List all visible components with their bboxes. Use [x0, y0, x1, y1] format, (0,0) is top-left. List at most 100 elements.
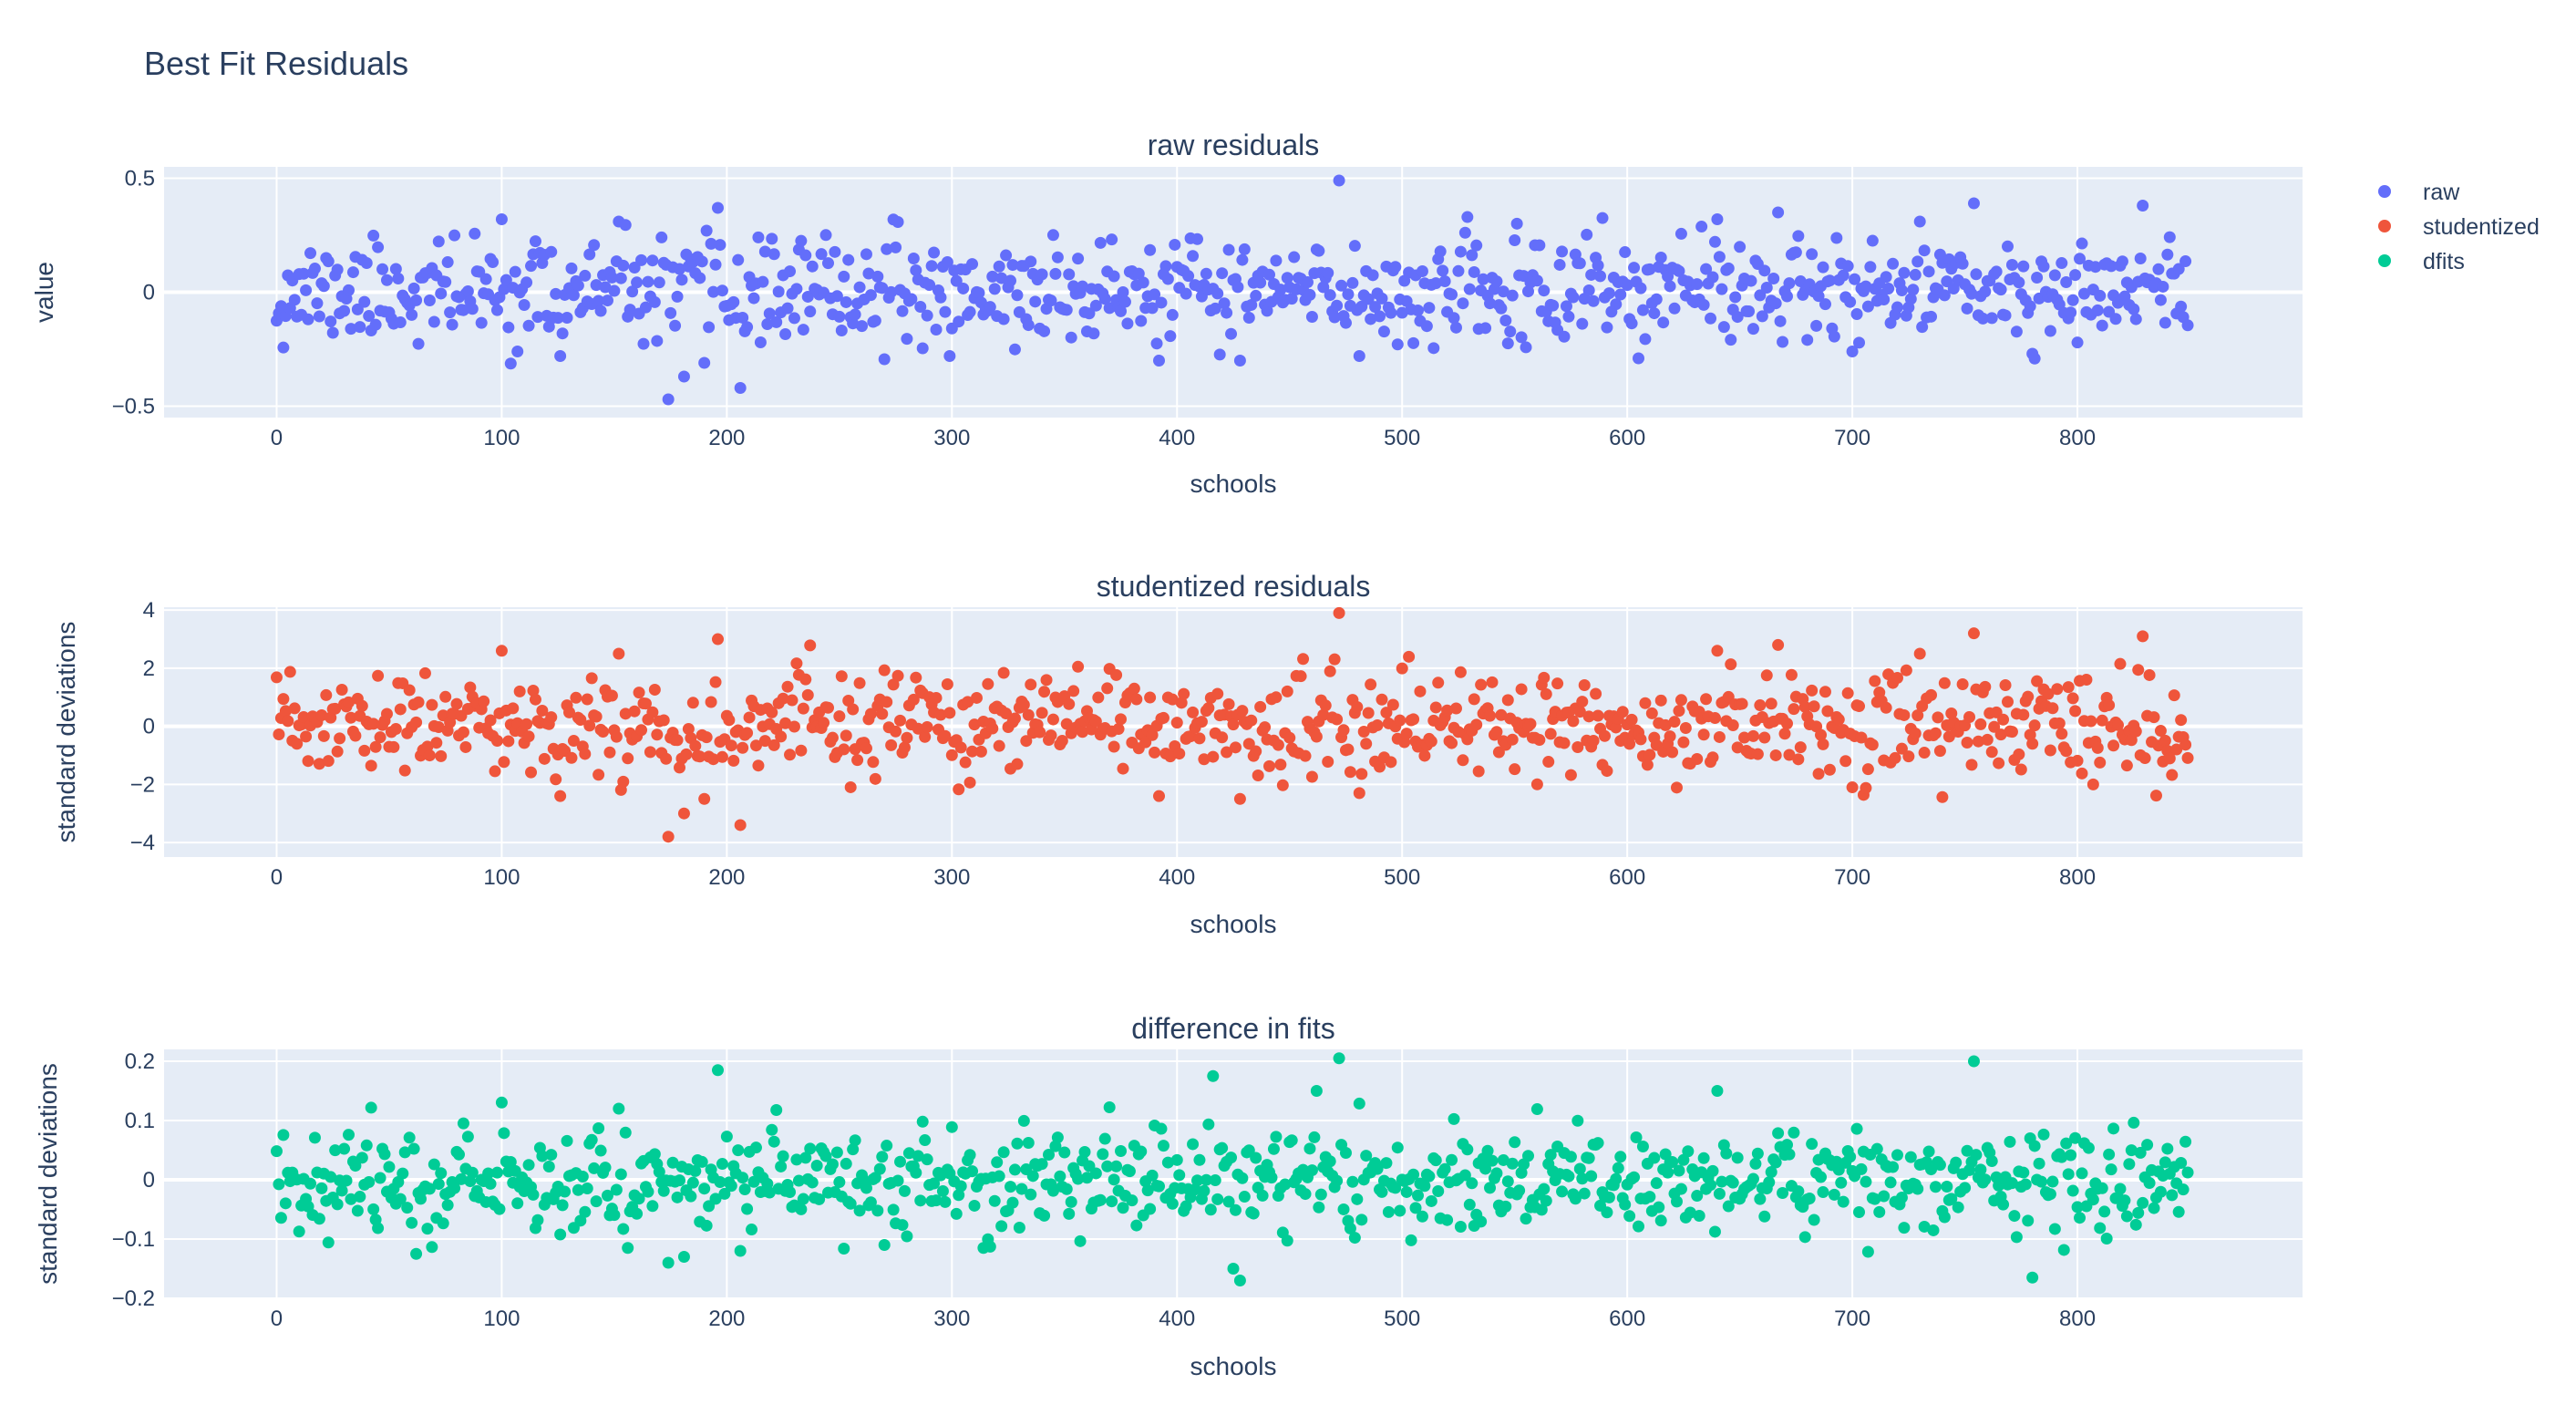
raw-data-point[interactable] — [966, 258, 979, 271]
raw-data-point[interactable] — [655, 231, 668, 243]
raw-data-point[interactable] — [1348, 240, 1361, 253]
raw-data-point[interactable] — [1601, 321, 1613, 334]
studentized-data-point[interactable] — [1866, 738, 1879, 751]
dfits-data-point[interactable] — [2005, 1177, 2018, 1190]
dfits-data-point[interactable] — [342, 1129, 355, 1141]
dfits-data-point[interactable] — [1153, 1180, 1166, 1193]
raw-data-point[interactable] — [2076, 237, 2088, 250]
raw-data-point[interactable] — [732, 253, 745, 266]
studentized-data-point[interactable] — [489, 765, 501, 778]
dfits-data-point[interactable] — [1808, 1214, 1820, 1226]
dfits-data-point[interactable] — [1522, 1150, 1535, 1162]
studentized-data-point[interactable] — [894, 714, 907, 727]
studentized-data-point[interactable] — [1310, 730, 1323, 743]
studentized-data-point[interactable] — [881, 696, 893, 708]
raw-data-point[interactable] — [2154, 294, 2167, 306]
dfits-data-point[interactable] — [1792, 1185, 1805, 1198]
raw-data-point[interactable] — [677, 370, 690, 383]
dfits-data-point[interactable] — [1612, 1162, 1624, 1174]
raw-data-point[interactable] — [1819, 298, 1831, 311]
raw-data-point[interactable] — [1956, 257, 1969, 270]
raw-data-point[interactable] — [901, 333, 913, 346]
studentized-data-point[interactable] — [1967, 627, 1980, 640]
dfits-data-point[interactable] — [277, 1129, 290, 1141]
raw-data-point[interactable] — [1335, 279, 1348, 292]
raw-data-point[interactable] — [1621, 279, 1633, 292]
dfits-data-point[interactable] — [1582, 1152, 1595, 1164]
studentized-data-point[interactable] — [2001, 696, 2014, 708]
dfits-data-point[interactable] — [963, 1149, 976, 1162]
dfits-data-point[interactable] — [1648, 1152, 1661, 1164]
studentized-data-point[interactable] — [2170, 743, 2183, 756]
raw-data-point[interactable] — [916, 342, 929, 355]
dfits-data-point[interactable] — [1828, 1188, 1840, 1201]
raw-data-point[interactable] — [525, 260, 538, 273]
raw-data-point[interactable] — [1708, 235, 1721, 248]
studentized-data-point[interactable] — [1853, 700, 1866, 713]
raw-data-point[interactable] — [1922, 265, 1935, 278]
studentized-data-point[interactable] — [2060, 745, 2073, 758]
studentized-data-point[interactable] — [847, 703, 860, 716]
studentized-data-point[interactable] — [288, 702, 301, 715]
dfits-data-point[interactable] — [1441, 1214, 1454, 1226]
raw-data-point[interactable] — [498, 283, 510, 295]
raw-data-point[interactable] — [1328, 311, 1341, 324]
raw-data-point[interactable] — [2010, 325, 2023, 338]
dfits-data-point[interactable] — [1571, 1114, 1584, 1127]
studentized-data-point[interactable] — [1472, 765, 1485, 778]
studentized-data-point[interactable] — [570, 691, 582, 704]
studentized-data-point[interactable] — [1725, 658, 1737, 671]
raw-data-point[interactable] — [890, 241, 902, 253]
raw-data-point[interactable] — [1317, 281, 1330, 294]
studentized-data-point[interactable] — [1509, 763, 1521, 776]
studentized-data-point[interactable] — [993, 739, 1005, 752]
studentized-data-point[interactable] — [1641, 759, 1654, 771]
dfits-data-point[interactable] — [511, 1197, 524, 1210]
raw-data-point[interactable] — [766, 232, 778, 245]
dfits-data-point[interactable] — [490, 1166, 503, 1179]
dfits-data-point[interactable] — [360, 1139, 373, 1152]
studentized-data-point[interactable] — [1457, 754, 1469, 767]
dfits-data-point[interactable] — [1499, 1200, 1512, 1213]
raw-data-point[interactable] — [1006, 259, 1019, 272]
dfits-data-point[interactable] — [642, 1185, 654, 1198]
studentized-data-point[interactable] — [725, 739, 737, 752]
studentized-data-point[interactable] — [322, 755, 335, 768]
raw-data-point[interactable] — [2094, 289, 2107, 302]
studentized-data-point[interactable] — [1008, 712, 1021, 725]
dfits-data-point[interactable] — [1008, 1163, 1021, 1176]
dfits-data-point[interactable] — [1303, 1142, 1316, 1155]
studentized-data-point[interactable] — [1736, 697, 1748, 710]
dfits-data-point[interactable] — [398, 1146, 411, 1159]
studentized-data-point[interactable] — [1250, 745, 1262, 758]
dfits-data-point[interactable] — [2087, 1193, 2099, 1206]
studentized-data-point[interactable] — [464, 681, 477, 694]
studentized-data-point[interactable] — [597, 726, 610, 738]
raw-data-point[interactable] — [804, 305, 817, 318]
raw-data-point[interactable] — [914, 300, 927, 313]
raw-data-point[interactable] — [1254, 276, 1267, 289]
dfits-data-point[interactable] — [725, 1180, 737, 1193]
raw-data-point[interactable] — [1758, 264, 1771, 277]
raw-data-point[interactable] — [1106, 233, 1118, 246]
dfits-data-point[interactable] — [819, 1150, 832, 1162]
raw-data-point[interactable] — [542, 320, 555, 333]
dfits-data-point[interactable] — [574, 1214, 587, 1227]
studentized-data-point[interactable] — [804, 639, 817, 652]
raw-data-point[interactable] — [737, 311, 749, 324]
raw-data-point[interactable] — [963, 305, 976, 318]
raw-data-point[interactable] — [1161, 273, 1174, 285]
studentized-data-point[interactable] — [1046, 713, 1059, 726]
studentized-data-point[interactable] — [372, 669, 385, 682]
dfits-data-point[interactable] — [581, 1183, 593, 1195]
dfits-data-point[interactable] — [1110, 1160, 1123, 1172]
raw-data-point[interactable] — [790, 283, 803, 295]
studentized-data-point[interactable] — [1988, 720, 2001, 733]
studentized-data-point[interactable] — [777, 692, 789, 705]
raw-data-point[interactable] — [2181, 319, 2194, 332]
raw-data-point[interactable] — [1587, 294, 1600, 307]
raw-data-point[interactable] — [1817, 261, 1829, 274]
dfits-data-point[interactable] — [1780, 1139, 1793, 1152]
dfits-data-point[interactable] — [1448, 1112, 1460, 1125]
studentized-data-point[interactable] — [749, 739, 762, 752]
